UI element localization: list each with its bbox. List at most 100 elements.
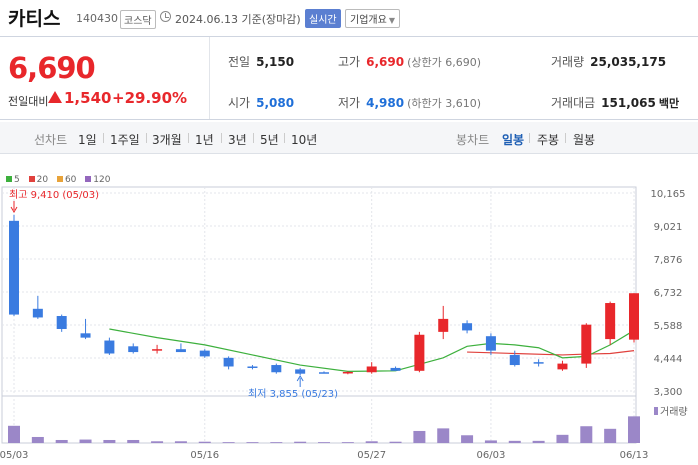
candle-body [438, 318, 449, 332]
legend-ma60: 60 [56, 175, 76, 185]
y-tick-label: 10,165 [651, 189, 686, 200]
date-basis: 기준(장마감) [241, 13, 301, 26]
volume-bar [127, 439, 140, 443]
legend-swatch [6, 176, 12, 182]
candle-body [390, 367, 401, 371]
stat-label: 저가 [338, 96, 361, 110]
upper-limit: (상한가 6,690) [407, 56, 481, 69]
clock-icon [160, 11, 171, 22]
period-5y[interactable]: 5년 [260, 133, 279, 147]
volume-bar [222, 442, 235, 443]
candle-monthly[interactable]: 월봉 [573, 133, 596, 147]
volume-bar [151, 441, 164, 443]
candle-body [533, 362, 544, 364]
legend-ma5: 5 [6, 175, 20, 185]
realtime-button[interactable]: 실시간 [305, 9, 341, 28]
candle-body [581, 324, 592, 364]
up-arrow-icon [48, 91, 62, 103]
stat-value: 25,035,175 [590, 55, 667, 69]
period-3m[interactable]: 3개월 [152, 133, 182, 147]
candle-weekly[interactable]: 주봉 [537, 133, 560, 147]
x-tick-label: 05/03 [0, 450, 28, 461]
volume-bar [294, 441, 307, 443]
candle-body [319, 372, 329, 374]
divider [565, 133, 566, 143]
stat-label: 거래대금 [551, 96, 596, 110]
legend-swatch [85, 176, 92, 182]
divider [103, 133, 104, 143]
candle-body [175, 349, 186, 353]
period-1d[interactable]: 1일 [78, 133, 97, 147]
low-arrow-head [296, 375, 304, 382]
volume-bar [437, 428, 450, 443]
candle-body [128, 346, 139, 353]
volume-bar [580, 426, 593, 443]
current-price: 6,690 [8, 51, 96, 85]
legend-swatch [28, 176, 35, 182]
divider [188, 133, 189, 143]
period-1y[interactable]: 1년 [195, 133, 214, 147]
stat-label: 전일 [228, 55, 251, 69]
volume-bar [341, 442, 354, 443]
high-arrow-head [10, 206, 18, 213]
stat-amount: 거래대금 151,065 백만 [551, 94, 679, 111]
chevron-down-icon: ▼ [388, 16, 395, 25]
period-1w[interactable]: 1주일 [110, 133, 140, 147]
plot-frame [1, 186, 637, 444]
volume-bar [246, 442, 259, 443]
candle-body [152, 349, 163, 351]
y-tick-label: 3,300 [654, 387, 683, 398]
price-summary: 6,690 전일대비 1,540 +29.90% 전일 5,150 고가 6,690… [0, 36, 698, 120]
legend-label: 5 [14, 175, 20, 185]
legend-ma20: 20 [28, 175, 48, 185]
volume-bar [55, 439, 68, 443]
candle-body [414, 334, 425, 371]
candle-daily[interactable]: 일봉 [502, 133, 525, 147]
volume-bar [508, 440, 521, 443]
volume-bar [79, 439, 92, 443]
stat-value: 5,150 [256, 55, 295, 69]
ma5-line [109, 328, 635, 372]
divider [529, 133, 530, 143]
candle-chart-label: 봉차트 [456, 133, 490, 147]
stat-volume: 거래량 25,035,175 [551, 53, 666, 70]
volume-bar [604, 428, 617, 443]
candle-body [462, 323, 473, 331]
candle-body [80, 333, 91, 338]
amount-unit: 백만 [658, 97, 680, 110]
legend-label: 120 [93, 175, 111, 185]
y-tick-label: 4,444 [654, 354, 683, 365]
volume-bar [484, 440, 497, 443]
stat-label: 거래량 [551, 55, 585, 69]
candle-body [366, 366, 377, 373]
stat-label: 시가 [228, 96, 251, 110]
candle-body [295, 369, 306, 374]
period-bar: 선차트 1일 1주일 3개월 1년 3년 5년 10년 봉차트 일봉 주봉 월봉 [0, 122, 698, 154]
x-tick-label: 06/13 [620, 450, 649, 461]
divider [221, 133, 222, 143]
candle-body [9, 220, 19, 315]
y-tick-label: 6,732 [654, 288, 683, 299]
candle-body [271, 365, 282, 373]
period-10y[interactable]: 10년 [291, 133, 318, 147]
change-value: 1,540 [64, 89, 112, 107]
company-info-dropdown[interactable]: 기업개요 ▼ [345, 9, 400, 28]
volume-bar [556, 434, 569, 443]
price-main: 6,690 전일대비 1,540 +29.90% [0, 37, 210, 119]
legend-ma120: 120 [85, 175, 110, 185]
candle-body [104, 340, 115, 354]
stat-value: 151,065 [601, 96, 656, 110]
period-3y[interactable]: 3년 [228, 133, 247, 147]
volume-label: 거래량 [660, 406, 688, 418]
candle-body [342, 371, 353, 374]
stat-label: 고가 [338, 55, 361, 69]
volume-bar [31, 436, 44, 443]
candle-body [485, 336, 496, 351]
volume-bar [270, 442, 283, 443]
candle-body [199, 350, 210, 357]
divider [253, 133, 254, 143]
candle-body [223, 357, 234, 367]
volume-bar [174, 441, 187, 443]
stock-name: 카티스 [8, 8, 61, 30]
